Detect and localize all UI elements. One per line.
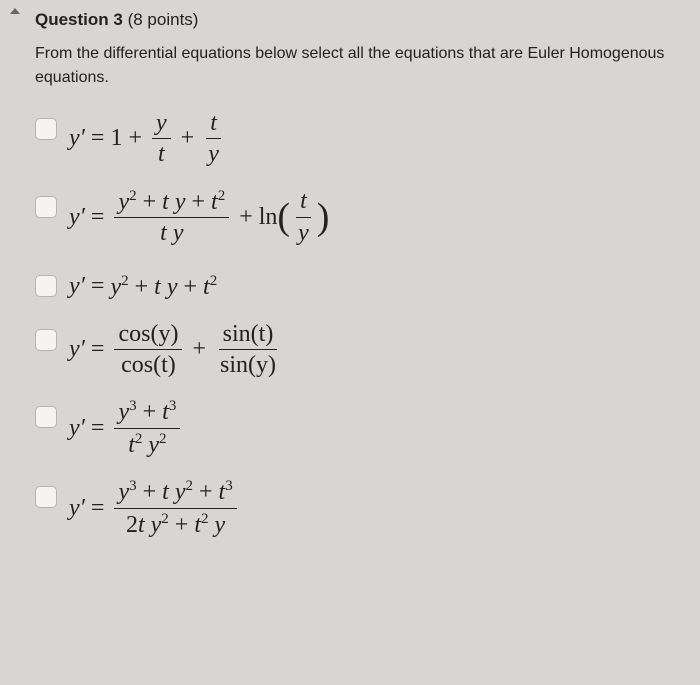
eq1-plus2: + [181,125,195,152]
eq5-equals: = [91,415,105,442]
equation-3: y′ = y2 + t y + t2 [69,267,217,301]
eq1-lhs: y′ [69,125,85,152]
option-3: y′ = y2 + t y + t2 [35,267,680,301]
equation-2: y′ = y2 + t y + t2 t y + ln ( t y ) [69,188,329,247]
eq4-frac1: cos(y) cos(t) [114,321,182,379]
question-prompt: From the differential equations below se… [35,42,680,90]
checkbox-6[interactable] [35,486,57,508]
eq4-plus: + [192,336,206,363]
eq2-equals: = [91,204,105,231]
eq2-inner-frac: t y [294,188,313,246]
eq1-equals: = [91,125,105,152]
eq3-equals: = [91,273,105,300]
eq1-frac1-num: y [152,110,171,139]
eq2-inner-den: y [294,218,313,246]
eq4-equals: = [91,336,105,363]
eq6-frac: y3 + t y2 + t3 2t y2 + t2 y [114,478,236,538]
eq4-f2-den: sin(y) [216,350,280,378]
question-header: Question 3 (8 points) [35,10,680,30]
eq5-frac: y3 + t3 t2 y2 [114,398,180,458]
checkbox-3[interactable] [35,275,57,297]
equation-6: y′ = y3 + t y2 + t3 2t y2 + t2 y [69,478,241,538]
option-4: y′ = cos(y) cos(t) + sin(t) sin(y) [35,321,680,379]
eq1-one: 1 [110,125,122,152]
eq2-inner-num: t [296,188,311,217]
eq2-num: y2 + t y + t2 [114,188,229,218]
eq6-num: y3 + t y2 + t3 [114,478,236,508]
eq5-num: y3 + t3 [114,398,180,428]
collapse-toggle-icon[interactable] [10,8,20,14]
eq2-frac: y2 + t y + t2 t y [114,188,229,247]
equation-5: y′ = y3 + t3 t2 y2 [69,398,184,458]
checkbox-1[interactable] [35,118,57,140]
eq4-f1-num: cos(y) [114,321,182,350]
option-6: y′ = y3 + t y2 + t3 2t y2 + t2 y [35,478,680,538]
equation-1: y′ = 1 + y t + t y [69,110,227,168]
eq2-lhs: y′ [69,204,85,231]
eq6-lhs: y′ [69,495,85,522]
question-number: Question 3 [35,10,123,29]
eq5-lhs: y′ [69,415,85,442]
eq4-frac2: sin(t) sin(y) [216,321,280,379]
checkbox-4[interactable] [35,329,57,351]
eq5-den: t2 y2 [124,429,170,458]
question-points: (8 points) [128,10,199,29]
eq2-plus: + [239,204,253,231]
option-1: y′ = 1 + y t + t y [35,110,680,168]
eq3-rhs: y2 + t y + t2 [110,273,217,301]
eq2-ln: ln [259,204,278,231]
eq6-den: 2t y2 + t2 y [122,509,229,538]
option-5: y′ = y3 + t3 t2 y2 [35,398,680,458]
eq1-frac2: t y [204,110,223,168]
eq1-plus1: + [128,125,142,152]
eq6-equals: = [91,495,105,522]
eq1-frac1-den: t [154,139,169,167]
eq4-f1-den: cos(t) [117,350,180,378]
eq1-frac2-den: y [204,139,223,167]
eq2-den: t y [156,218,187,246]
option-2: y′ = y2 + t y + t2 t y + ln ( t y ) [35,188,680,247]
checkbox-2[interactable] [35,196,57,218]
eq1-frac1: y t [152,110,171,168]
eq1-frac2-num: t [206,110,221,139]
equation-4: y′ = cos(y) cos(t) + sin(t) sin(y) [69,321,284,379]
eq3-lhs: y′ [69,273,85,300]
eq4-lhs: y′ [69,336,85,363]
checkbox-5[interactable] [35,406,57,428]
eq4-f2-num: sin(t) [219,321,278,350]
